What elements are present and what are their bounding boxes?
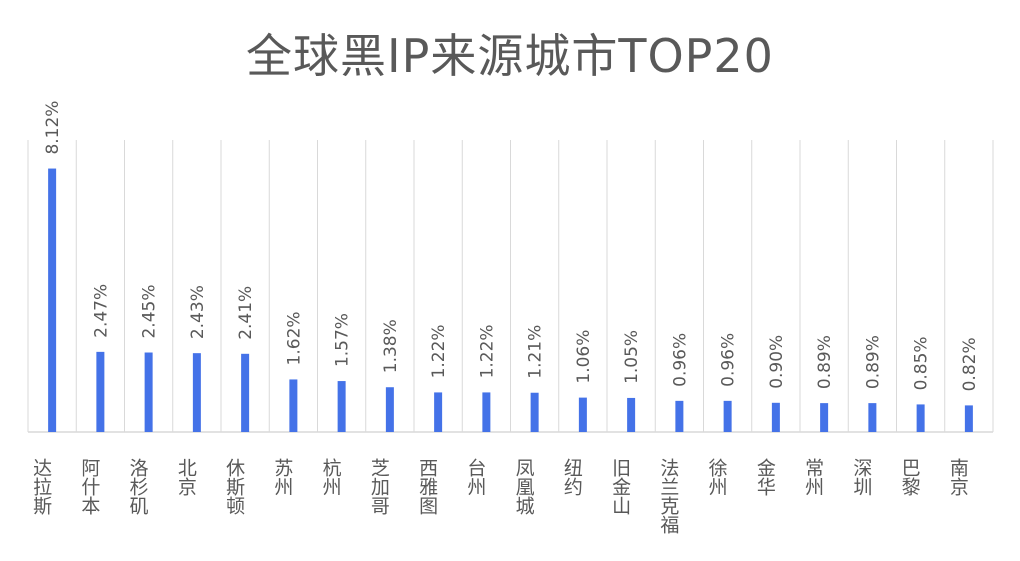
category-label: 台州 [464,458,486,496]
data-label: 0.90% [767,335,787,389]
data-label: 0.89% [863,335,883,389]
data-label: 2.43% [188,285,208,339]
category-label: 南京 [947,458,969,497]
bar [144,352,153,432]
category-label: 西雅图 [416,458,438,515]
category-label: 巴黎 [899,458,921,496]
category-label: 芝加哥 [368,458,390,515]
category-label: 达拉斯 [30,458,52,516]
data-label: 1.38% [381,319,401,373]
bar [771,402,780,432]
data-label: 1.22% [429,324,449,378]
bar [385,387,394,432]
data-label: 1.06% [574,330,594,384]
bar [241,353,250,432]
data-label: 1.22% [477,324,497,378]
bar [723,400,732,432]
data-label: 2.47% [91,284,111,338]
bar [675,400,684,432]
bar [964,405,973,432]
category-label: 杭州 [320,458,342,496]
data-label: 8.12% [43,101,63,155]
data-label: 1.05% [622,330,642,384]
data-label: 0.85% [912,336,932,390]
data-label: 0.96% [719,333,739,387]
bar [434,392,443,432]
category-label: 北京 [175,458,197,497]
data-label: 2.41% [236,286,256,340]
bar [868,403,877,432]
bar [530,392,539,432]
category-label: 苏州 [271,458,293,496]
chart-title: 全球黑IP来源城市TOP20 [246,29,774,83]
category-label: 阿什本 [78,458,100,515]
category-label: 纽约 [561,458,583,496]
bar [627,397,636,432]
bar [482,392,491,432]
category-label: 法兰克福 [657,458,679,534]
bar [820,403,829,432]
data-label: 0.89% [815,335,835,389]
bar [916,404,925,432]
data-label: 0.82% [960,337,980,391]
category-label: 深圳 [850,458,872,496]
category-label: 徐州 [706,458,728,496]
category-label: 金华 [754,458,776,496]
bar [192,353,201,432]
bar [289,379,298,432]
data-label: 2.45% [140,284,160,338]
bar [96,351,105,432]
category-label: 旧金山 [609,458,631,515]
bar [48,168,57,432]
data-label: 0.96% [670,333,690,387]
bar [578,397,587,432]
category-label: 洛杉矶 [127,458,149,515]
data-label: 1.57% [333,313,353,367]
category-label: 休斯顿 [223,458,245,515]
data-label: 1.21% [526,325,546,379]
bar [337,381,346,432]
category-label: 常州 [802,458,824,496]
data-label: 1.62% [284,311,304,365]
category-label: 凤凰城 [513,458,535,515]
